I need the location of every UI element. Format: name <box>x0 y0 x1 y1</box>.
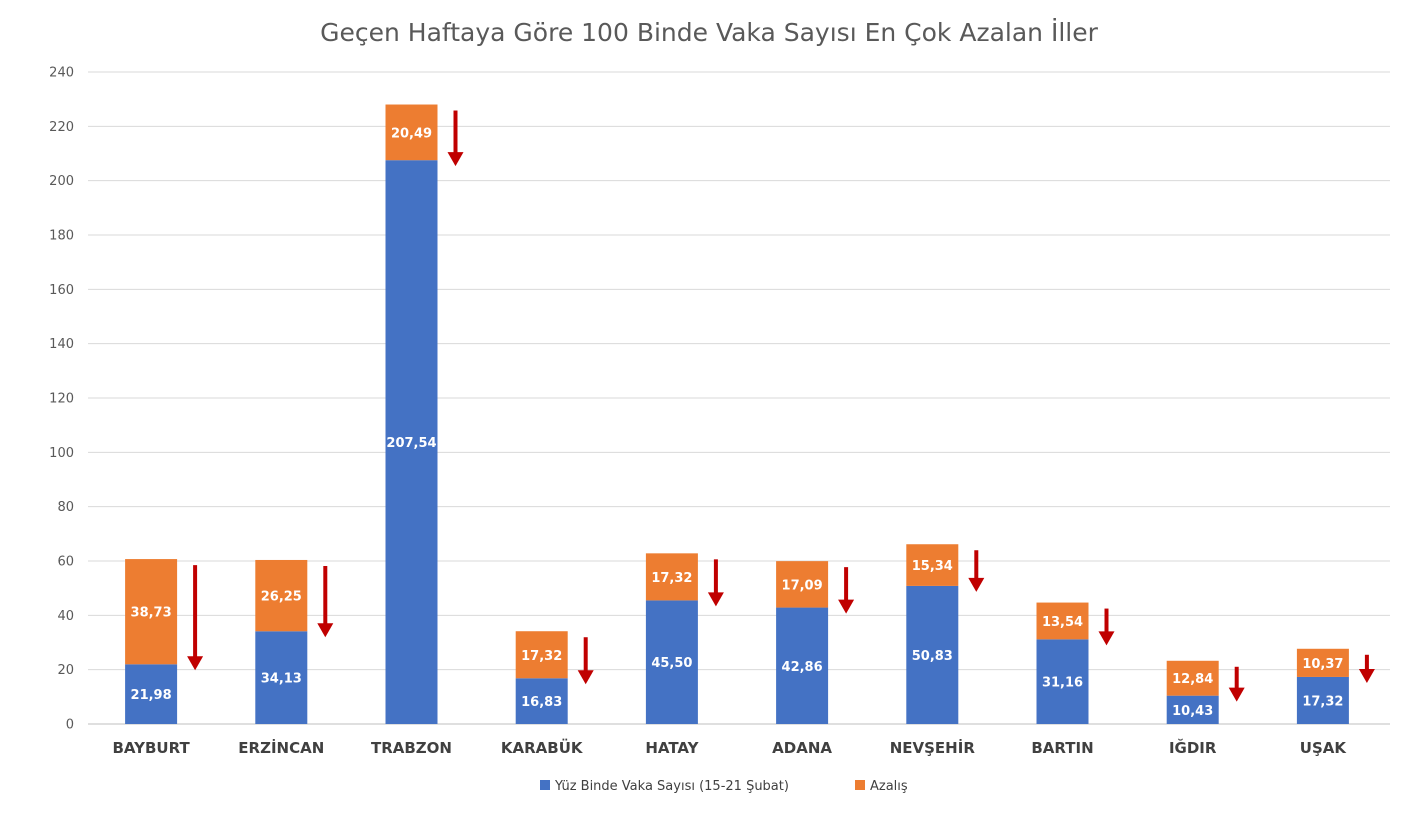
down-arrow-head-icon <box>1228 687 1245 702</box>
down-arrow-head-icon <box>707 592 724 607</box>
category-label: UŞAK <box>1300 739 1348 757</box>
bar-segment-cases <box>125 664 178 724</box>
data-label-decrease: 12,84 <box>1172 672 1213 687</box>
down-arrow-head-icon <box>447 152 464 167</box>
data-label-decrease: 17,32 <box>521 649 562 664</box>
category-label: BAYBURT <box>112 739 190 757</box>
data-label-cases: 21,98 <box>131 688 172 703</box>
bar-segment-cases <box>645 600 698 724</box>
y-tick-label: 120 <box>49 392 74 407</box>
data-label-decrease: 15,34 <box>912 559 953 574</box>
category-label: BARTIN <box>1031 739 1093 757</box>
bar-segment-cases <box>1296 676 1349 724</box>
down-arrow-head-icon <box>1098 631 1115 646</box>
bar-segment-decrease <box>385 104 438 161</box>
legend-swatch <box>855 780 865 790</box>
bar-segment-cases <box>906 585 959 724</box>
legend-label: Azalış <box>870 779 908 794</box>
bar-segment-cases <box>1036 639 1089 724</box>
bar-segment-cases <box>776 607 829 724</box>
category-label: KARABÜK <box>501 738 584 757</box>
category-label: TRABZON <box>371 739 452 757</box>
y-tick-label: 140 <box>49 337 74 352</box>
data-label-cases: 16,83 <box>521 695 562 710</box>
data-label-decrease: 38,73 <box>131 606 172 621</box>
down-arrow-head-icon <box>577 670 594 685</box>
bar-segment-decrease <box>1036 602 1089 640</box>
bar-segment-cases <box>515 678 568 724</box>
y-tick-label: 60 <box>57 555 74 570</box>
data-label-cases: 42,86 <box>782 660 823 675</box>
category-label: ADANA <box>772 739 832 757</box>
bar-segment-decrease <box>125 559 178 665</box>
data-label-decrease: 20,49 <box>391 126 432 141</box>
category-label: NEVŞEHİR <box>890 738 976 757</box>
down-arrow-head-icon <box>317 623 334 638</box>
y-tick-label: 40 <box>57 609 74 624</box>
down-arrow-head-icon <box>838 599 855 614</box>
bar-segment-decrease <box>776 561 829 608</box>
y-tick-label: 20 <box>57 663 74 678</box>
y-tick-label: 0 <box>66 718 74 733</box>
category-label: ERZİNCAN <box>238 738 324 757</box>
chart-title: Geçen Haftaya Göre 100 Binde Vaka Sayısı… <box>320 18 1098 47</box>
bar-segment-decrease <box>645 553 698 601</box>
data-label-cases: 50,83 <box>912 649 953 664</box>
data-label-cases: 17,32 <box>1302 694 1343 709</box>
data-label-decrease: 17,09 <box>782 578 823 593</box>
down-arrow-head-icon <box>1358 668 1375 683</box>
data-label-decrease: 26,25 <box>261 590 302 605</box>
data-label-cases: 34,13 <box>261 672 302 687</box>
data-label-decrease: 17,32 <box>651 571 692 586</box>
bar-segment-decrease <box>1166 660 1219 696</box>
data-label-cases: 207,54 <box>386 436 436 451</box>
y-tick-label: 80 <box>57 500 74 515</box>
bar-segment-cases <box>255 631 308 724</box>
down-arrow-head-icon <box>968 577 985 592</box>
data-label-decrease: 10,37 <box>1302 657 1343 672</box>
data-label-cases: 10,43 <box>1172 704 1213 719</box>
y-tick-label: 200 <box>49 174 74 189</box>
down-arrow-head-icon <box>187 656 204 671</box>
bar-segment-decrease <box>1296 648 1349 677</box>
data-label-decrease: 13,54 <box>1042 615 1083 630</box>
data-label-cases: 45,50 <box>651 656 692 671</box>
legend-swatch <box>540 780 550 790</box>
data-label-cases: 31,16 <box>1042 676 1083 691</box>
y-tick-label: 100 <box>49 446 74 461</box>
y-tick-label: 220 <box>49 120 74 135</box>
bar-segment-cases <box>1166 695 1219 724</box>
y-tick-label: 180 <box>49 229 74 244</box>
legend-label: Yüz Binde Vaka Sayısı (15-21 Şubat) <box>554 779 789 794</box>
bar-segment-cases <box>385 160 438 725</box>
y-tick-label: 240 <box>49 66 74 81</box>
y-tick-label: 160 <box>49 283 74 298</box>
bar-segment-decrease <box>515 631 568 679</box>
bar-segment-decrease <box>255 559 308 632</box>
category-label: IĞDIR <box>1169 738 1217 757</box>
category-label: HATAY <box>645 739 699 757</box>
bar-segment-decrease <box>906 544 959 586</box>
